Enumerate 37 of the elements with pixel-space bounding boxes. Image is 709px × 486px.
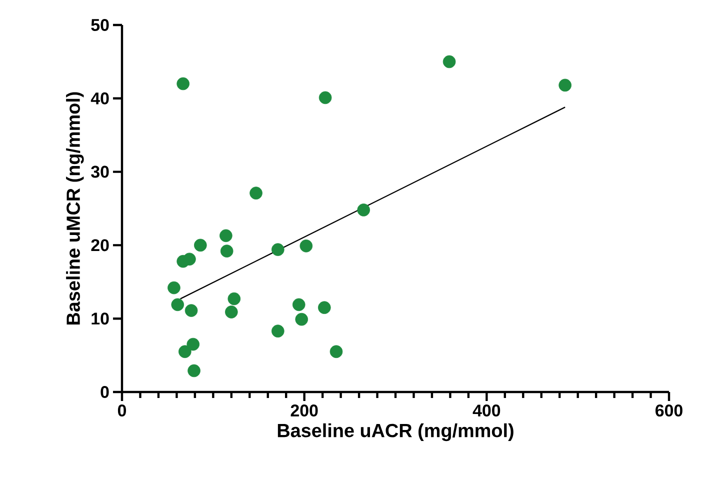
point <box>295 312 308 326</box>
point <box>558 78 572 92</box>
y-tick-label: 50 <box>91 19 109 32</box>
point <box>178 345 192 358</box>
y-tick-label: 20 <box>91 239 109 252</box>
point <box>168 281 180 294</box>
point <box>292 298 306 312</box>
x-tick-label: 200 <box>290 404 318 417</box>
point <box>272 243 284 256</box>
point <box>330 345 343 358</box>
point <box>188 364 200 378</box>
x-tick-label: 0 <box>118 404 126 417</box>
point <box>194 238 207 252</box>
point <box>176 77 190 90</box>
y-tick-label: 40 <box>90 92 109 104</box>
x-tick-label: 600 <box>656 404 682 417</box>
point <box>318 301 331 314</box>
point <box>220 229 232 242</box>
point <box>225 306 238 318</box>
point <box>220 244 234 258</box>
point <box>228 292 241 306</box>
point <box>300 240 313 252</box>
y-axis-title: Baseline uMCR (ng/mmol) <box>66 92 84 324</box>
y-tick-label: 30 <box>91 166 109 178</box>
point <box>183 252 196 266</box>
point <box>186 338 200 351</box>
x-tick-label: 400 <box>472 404 500 417</box>
point <box>357 204 370 216</box>
y-tick-label: 10 <box>92 312 109 325</box>
point <box>318 91 332 104</box>
point <box>250 186 262 200</box>
point <box>184 304 198 317</box>
x-axis-title: Baseline uACR (mg/mmol) <box>278 423 514 442</box>
point <box>171 298 184 312</box>
point <box>442 55 456 68</box>
point <box>272 324 284 338</box>
y-tick-label: 0 <box>100 386 109 398</box>
